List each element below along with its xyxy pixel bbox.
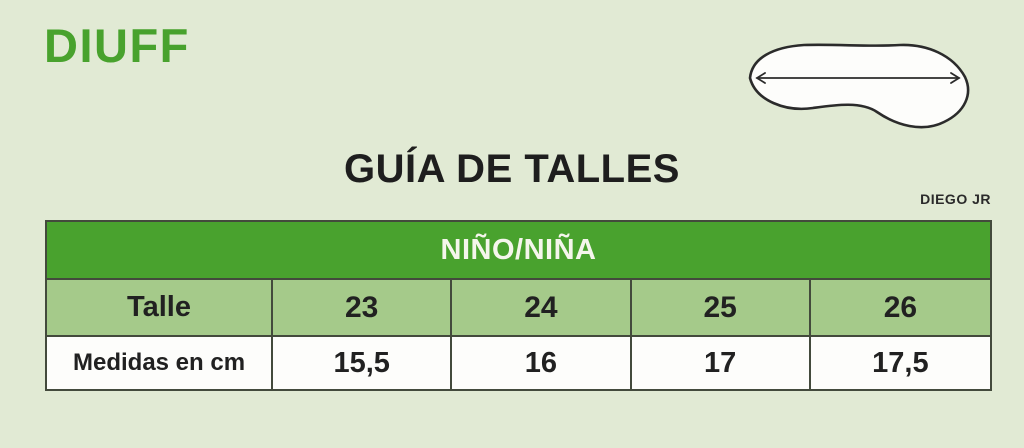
shoe-sole-outline xyxy=(748,43,970,129)
size-row-label: Talle xyxy=(127,291,191,323)
table-group-header: NIÑO/NIÑA xyxy=(47,222,990,278)
table-row-sizes: Talle 23 24 25 26 xyxy=(47,278,990,335)
page-title: GUÍA DE TALLES xyxy=(344,147,680,191)
measure-cell: 17,5 xyxy=(808,337,990,389)
model-name-label: DIEGO JR xyxy=(920,191,991,207)
size-table: NIÑO/NIÑA Talle 23 24 25 26 Medidas en c… xyxy=(45,220,992,391)
shoe-outline-icon xyxy=(748,43,970,129)
table-row-measures: Medidas en cm 15,5 16 17 17,5 xyxy=(47,335,990,389)
size-cell: 25 xyxy=(629,280,809,335)
measure-row-label: Medidas en cm xyxy=(72,349,246,376)
shoe-sole-illustration xyxy=(738,24,996,140)
length-arrow-icon xyxy=(755,72,961,84)
measure-cell: 15,5 xyxy=(271,337,450,389)
size-cell: 26 xyxy=(808,280,990,335)
measure-cell: 16 xyxy=(450,337,629,389)
measure-cell: 17 xyxy=(629,337,809,389)
brand-logo: DIUFF xyxy=(44,19,190,72)
size-cell: 24 xyxy=(450,280,629,335)
size-cell: 23 xyxy=(271,280,450,335)
